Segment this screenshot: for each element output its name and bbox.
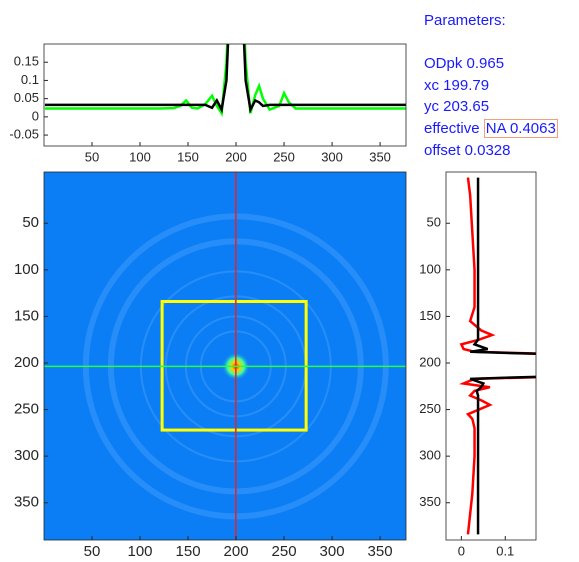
parameter-label: offset [424,141,461,159]
x-tick-label: 250 [273,149,295,164]
x-tick-label: 350 [368,543,393,560]
parameter-value: 203.65 [443,98,490,116]
y-tick-label: 250 [14,401,39,418]
parameter-value: 199.79 [443,76,490,94]
x-tick-label: 0 [458,543,465,558]
x-tick-label: 50 [85,149,99,164]
image-background [44,172,406,540]
x-tick-label: 50 [84,543,101,560]
x-tick-label: 350 [369,149,391,164]
parameter-value: 0.4063 [509,119,556,137]
x-tick-label: 100 [128,543,153,560]
y-tick-label: 300 [419,448,441,463]
plot-area [458,177,536,535]
parameter-prefix: effective [424,119,480,137]
y-tick-label: 0.05 [14,90,39,105]
y-tick-label: 0.1 [21,72,39,87]
y-tick-label: 300 [14,447,39,464]
profile-line [44,44,406,114]
plot-area [44,172,406,540]
parameter-label: ODpk [424,55,463,73]
x-tick-label: 200 [224,543,249,560]
profile-line [458,177,536,535]
parameter-label: xc [424,76,439,94]
x-tick-label: 150 [177,149,199,164]
plot-area [44,44,406,117]
highlight-box: NA 0.4063 [483,118,558,138]
y-tick-label: 350 [14,494,39,511]
y-tick-label: 150 [14,307,39,324]
x-tick-label: 250 [272,543,297,560]
y-tick-label: 50 [427,215,441,230]
axes-box [43,43,407,147]
profile-line [44,44,406,117]
y-tick-label: 0 [32,108,39,123]
x-tick-label: 0.1 [496,543,514,558]
y-tick-label: 350 [419,494,441,509]
x-tick-label: 100 [129,149,151,164]
parameter-row: yc 203.65 [424,96,558,118]
parameter-value: 0.0328 [464,141,511,159]
y-tick-label: 150 [419,308,441,323]
y-tick-label: 100 [419,261,441,276]
y-tick-label: -0.05 [9,127,39,142]
parameters-panel: Parameters: ODpk 0.965 xc 199.79 yc 203.65… [424,10,558,161]
x-tick-label: 200 [225,149,247,164]
parameter-label: yc [424,98,439,116]
profile-line [469,177,536,535]
y-tick-label: 250 [419,401,441,416]
axes-box [445,171,537,541]
parameter-row: ODpk 0.965 [424,53,558,75]
parameter-value: 0.965 [466,55,505,73]
x-tick-label: 300 [321,149,343,164]
y-tick-label: 0.15 [14,54,39,69]
y-tick-label: 50 [22,214,39,231]
x-tick-label: 300 [320,543,345,560]
parameter-row: offset 0.0328 [424,140,558,162]
parameters-title: Parameters: [424,12,506,29]
x-tick-label: 150 [176,543,201,560]
y-tick-label: 200 [419,354,441,369]
parameter-row: effective NA 0.4063 [424,118,558,140]
parameter-row: xc 199.79 [424,75,558,97]
y-tick-label: 200 [14,354,39,371]
y-tick-label: 100 [14,261,39,278]
axes-box [43,171,407,541]
parameter-label: NA [485,119,506,137]
